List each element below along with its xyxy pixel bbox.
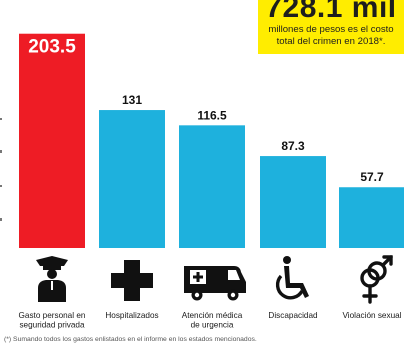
bar-value-label-4: 87.3 bbox=[281, 139, 305, 153]
medical-cross-icon bbox=[111, 260, 153, 301]
category-label-3-line-1: Atención médica bbox=[182, 311, 243, 320]
security-guard-icon bbox=[36, 256, 68, 302]
ambulance-icon bbox=[184, 266, 246, 301]
category-label-2-line-1: Hospitalizados bbox=[105, 311, 158, 320]
edge-mark bbox=[0, 185, 2, 187]
edge-mark bbox=[0, 118, 2, 120]
category-label-4-line-1: Discapacidad bbox=[268, 311, 318, 320]
bar-4 bbox=[260, 156, 326, 248]
bar-value-label-2: 131 bbox=[122, 93, 142, 107]
bar-5 bbox=[339, 187, 404, 248]
category-label-1-line-1: Gasto personal en bbox=[19, 311, 86, 320]
category-label-3-line-2: de urgencia bbox=[191, 321, 234, 330]
gender-symbols-icon bbox=[360, 255, 393, 304]
total-description-line-1: millones de pesos es el costo bbox=[268, 24, 394, 35]
bar-3 bbox=[179, 125, 245, 248]
bar-1 bbox=[19, 33, 85, 248]
total-amount: 728.1 mil bbox=[265, 0, 397, 24]
bars-group: 203.5 131 116.5 87.3 57.7 bbox=[19, 33, 404, 248]
bar-2 bbox=[99, 110, 165, 248]
total-description: millones de pesos es el costo total del … bbox=[258, 24, 404, 48]
bar-value-label-5: 57.7 bbox=[360, 170, 384, 184]
total-cost-callout: 728.1 mil millones de pesos es el costo … bbox=[258, 0, 404, 54]
total-description-line-2: total del crimen en 2018*. bbox=[276, 36, 386, 47]
wheelchair-icon bbox=[275, 256, 309, 300]
category-label-1-line-2: seguridad privada bbox=[19, 321, 85, 330]
bar-value-label-1: 203.5 bbox=[28, 37, 76, 58]
edge-mark bbox=[0, 150, 2, 153]
edge-mark bbox=[0, 218, 2, 221]
bar-value-label-3: 116.5 bbox=[197, 108, 227, 122]
footnote: (*) Sumando todos los gastos enlistados … bbox=[4, 336, 257, 343]
category-label-5-line-1: Violación sexual bbox=[342, 311, 401, 320]
